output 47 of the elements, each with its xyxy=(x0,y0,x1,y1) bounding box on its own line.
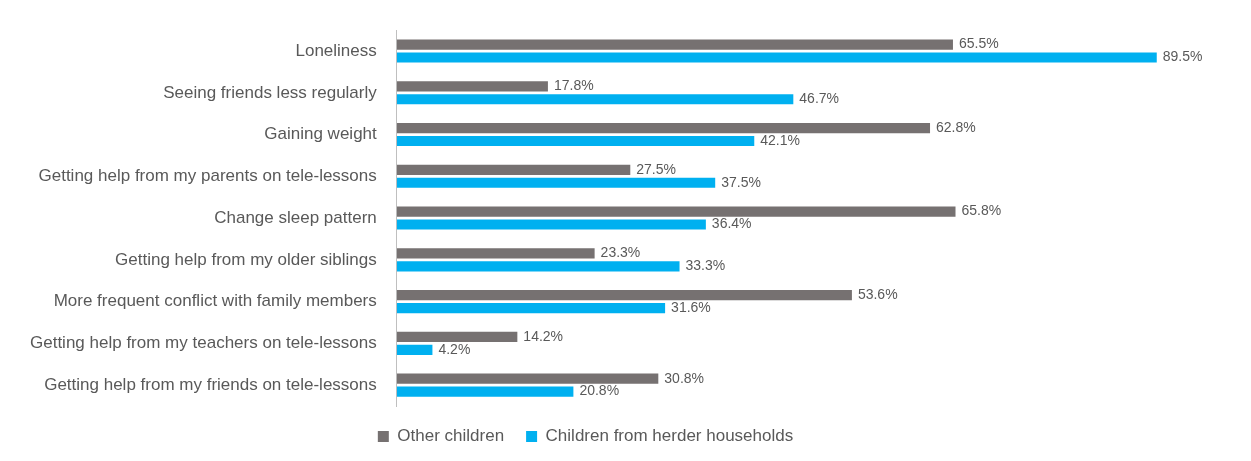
bar xyxy=(396,206,956,217)
data-label: 89.5% xyxy=(1162,48,1203,65)
data-label: 37.5% xyxy=(721,173,761,190)
data-label: 30.8% xyxy=(664,369,705,386)
data-label: 4.2% xyxy=(438,340,471,357)
bar xyxy=(396,52,1157,63)
bar xyxy=(396,164,631,175)
bar xyxy=(396,219,706,230)
bar xyxy=(396,331,518,342)
bar xyxy=(396,94,794,105)
data-label: 53.6% xyxy=(857,286,898,302)
bar xyxy=(396,303,666,314)
y-tick-label: Gaining weight xyxy=(264,124,378,144)
y-tick-label: Getting help from my friends on tele-lessons xyxy=(44,374,377,394)
data-label: 20.8% xyxy=(579,382,620,399)
bar xyxy=(396,386,574,397)
data-label: 27.5% xyxy=(636,160,676,177)
bar xyxy=(396,123,931,134)
legend-label: Other children xyxy=(397,426,505,446)
legend-label: Children from herder households xyxy=(545,426,794,446)
bar xyxy=(396,261,680,272)
bar xyxy=(396,177,716,188)
bar xyxy=(396,290,852,301)
bar xyxy=(396,136,755,147)
data-label: 62.8% xyxy=(936,118,976,135)
data-label: 17.8% xyxy=(553,77,594,94)
bar xyxy=(396,344,433,355)
data-label: 65.8% xyxy=(961,202,1002,219)
y-tick-label: More frequent conflict with family members xyxy=(53,291,377,311)
bar xyxy=(396,248,595,259)
y-tick-label: Loneliness xyxy=(295,40,377,60)
data-label: 36.4% xyxy=(711,215,752,232)
data-label: 23.3% xyxy=(600,244,641,261)
data-label: 65.5% xyxy=(958,35,999,52)
y-tick-label: Getting help from my teachers on tele-lessons xyxy=(29,333,377,353)
y-tick-label: Change sleep pattern xyxy=(214,207,377,227)
y-tick-label: Getting help from my parents on tele-lessons xyxy=(38,166,377,186)
data-label: 14.2% xyxy=(523,327,564,344)
bar xyxy=(396,373,659,384)
data-label: 42.1% xyxy=(760,131,800,148)
data-label: 46.7% xyxy=(799,90,840,107)
y-tick-label: Seeing friends less regularly xyxy=(163,82,378,102)
y-tick-label: Getting help from my older siblings xyxy=(115,249,377,269)
data-label: 31.6% xyxy=(671,298,711,315)
bar xyxy=(396,39,953,50)
data-label: 33.3% xyxy=(685,257,726,274)
bar xyxy=(396,81,548,92)
